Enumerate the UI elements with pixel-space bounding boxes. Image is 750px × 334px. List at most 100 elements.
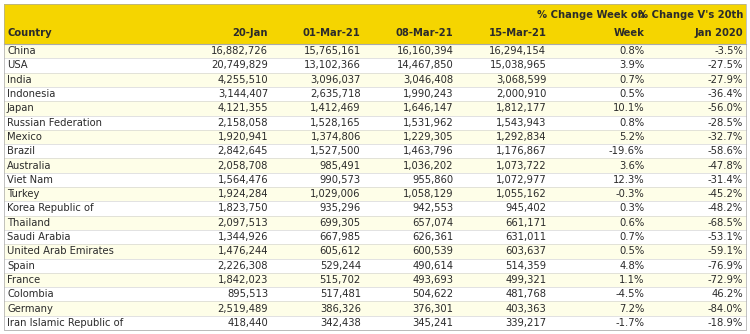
- Text: 1,527,500: 1,527,500: [310, 146, 361, 156]
- Text: 985,491: 985,491: [320, 161, 361, 171]
- Text: Thailand: Thailand: [7, 218, 50, 228]
- Bar: [4, 230, 746, 244]
- Text: 13,102,366: 13,102,366: [304, 60, 361, 70]
- Text: United Arab Emirates: United Arab Emirates: [7, 246, 114, 257]
- Text: 515,702: 515,702: [320, 275, 361, 285]
- Bar: [4, 273, 746, 287]
- Text: 3.9%: 3.9%: [619, 60, 644, 70]
- Text: 4,121,355: 4,121,355: [217, 103, 268, 113]
- Text: 1,924,284: 1,924,284: [217, 189, 268, 199]
- Text: % Change V's 20th: % Change V's 20th: [638, 10, 743, 20]
- Text: 1,564,476: 1,564,476: [217, 175, 268, 185]
- Text: 10.1%: 10.1%: [613, 103, 644, 113]
- Bar: [4, 259, 746, 273]
- Text: 895,513: 895,513: [227, 289, 268, 299]
- Text: Germany: Germany: [7, 304, 53, 314]
- Text: 1,036,202: 1,036,202: [403, 161, 454, 171]
- Text: 661,171: 661,171: [505, 218, 546, 228]
- Text: 481,768: 481,768: [506, 289, 546, 299]
- Text: 12.3%: 12.3%: [613, 175, 644, 185]
- Text: 0.5%: 0.5%: [619, 89, 644, 99]
- Text: Brazil: Brazil: [7, 146, 35, 156]
- Text: 699,305: 699,305: [320, 218, 361, 228]
- Text: 376,301: 376,301: [413, 304, 454, 314]
- Text: 0.8%: 0.8%: [620, 118, 644, 128]
- Text: 4,255,510: 4,255,510: [217, 75, 268, 85]
- Text: France: France: [7, 275, 40, 285]
- Text: Russian Federation: Russian Federation: [7, 118, 102, 128]
- Text: 0.8%: 0.8%: [620, 46, 644, 56]
- Text: 5.2%: 5.2%: [619, 132, 644, 142]
- Text: 1,058,129: 1,058,129: [403, 189, 454, 199]
- Text: 603,637: 603,637: [506, 246, 546, 257]
- Text: 1,344,926: 1,344,926: [217, 232, 268, 242]
- Text: India: India: [7, 75, 32, 85]
- Text: 514,359: 514,359: [506, 261, 546, 271]
- Text: -68.5%: -68.5%: [708, 218, 743, 228]
- Text: -84.0%: -84.0%: [708, 304, 743, 314]
- Text: 945,402: 945,402: [506, 203, 546, 213]
- Text: 1,292,834: 1,292,834: [496, 132, 546, 142]
- Text: Saudi Arabia: Saudi Arabia: [7, 232, 70, 242]
- Text: 16,160,394: 16,160,394: [397, 46, 454, 56]
- Text: 499,321: 499,321: [506, 275, 546, 285]
- Text: % Change Week on: % Change Week on: [536, 10, 644, 20]
- Text: Viet Nam: Viet Nam: [7, 175, 53, 185]
- Text: 08-Mar-21: 08-Mar-21: [396, 28, 454, 38]
- Text: Japan: Japan: [7, 103, 34, 113]
- Text: 2,635,718: 2,635,718: [310, 89, 361, 99]
- Text: 626,361: 626,361: [413, 232, 454, 242]
- Bar: [4, 72, 746, 87]
- Text: Country: Country: [7, 28, 52, 38]
- Text: Indonesia: Indonesia: [7, 89, 56, 99]
- Text: 2,226,308: 2,226,308: [217, 261, 268, 271]
- Text: 2,058,708: 2,058,708: [217, 161, 268, 171]
- Bar: [4, 158, 746, 173]
- Text: 3.6%: 3.6%: [619, 161, 644, 171]
- Text: 01-Mar-21: 01-Mar-21: [303, 28, 361, 38]
- Text: 3,068,599: 3,068,599: [496, 75, 546, 85]
- Bar: [4, 201, 746, 216]
- Text: -59.1%: -59.1%: [708, 246, 743, 257]
- Bar: [4, 316, 746, 330]
- Text: 20,749,829: 20,749,829: [211, 60, 268, 70]
- Text: -76.9%: -76.9%: [708, 261, 743, 271]
- Text: China: China: [7, 46, 36, 56]
- Text: 2,158,058: 2,158,058: [217, 118, 268, 128]
- Text: 345,241: 345,241: [413, 318, 454, 328]
- Bar: [4, 301, 746, 316]
- Bar: [4, 116, 746, 130]
- Text: -36.4%: -36.4%: [708, 89, 743, 99]
- Text: 1,029,006: 1,029,006: [310, 189, 361, 199]
- Text: -27.5%: -27.5%: [708, 60, 743, 70]
- Text: 0.3%: 0.3%: [620, 203, 644, 213]
- Text: -28.5%: -28.5%: [708, 118, 743, 128]
- Text: 2,519,489: 2,519,489: [217, 304, 268, 314]
- Text: 46.2%: 46.2%: [711, 289, 743, 299]
- Bar: [4, 87, 746, 101]
- Bar: [4, 130, 746, 144]
- Text: 1,412,469: 1,412,469: [310, 103, 361, 113]
- Text: 1,463,796: 1,463,796: [403, 146, 454, 156]
- Text: -31.4%: -31.4%: [708, 175, 743, 185]
- Text: Colombia: Colombia: [7, 289, 54, 299]
- Bar: [4, 187, 746, 201]
- Text: USA: USA: [7, 60, 28, 70]
- Text: 493,693: 493,693: [413, 275, 454, 285]
- Text: 1,646,147: 1,646,147: [403, 103, 454, 113]
- Text: 955,860: 955,860: [413, 175, 454, 185]
- Text: -56.0%: -56.0%: [708, 103, 743, 113]
- Text: 1,823,750: 1,823,750: [217, 203, 268, 213]
- Bar: [4, 44, 746, 58]
- Text: -72.9%: -72.9%: [708, 275, 743, 285]
- Text: 1,055,162: 1,055,162: [496, 189, 546, 199]
- Text: 418,440: 418,440: [227, 318, 268, 328]
- Text: -48.2%: -48.2%: [708, 203, 743, 213]
- Text: 0.7%: 0.7%: [619, 232, 644, 242]
- Text: 7.2%: 7.2%: [619, 304, 644, 314]
- Text: 490,614: 490,614: [413, 261, 454, 271]
- Text: 1,528,165: 1,528,165: [310, 118, 361, 128]
- Text: 339,217: 339,217: [506, 318, 546, 328]
- Text: 3,096,037: 3,096,037: [310, 75, 361, 85]
- Text: 15,038,965: 15,038,965: [490, 60, 546, 70]
